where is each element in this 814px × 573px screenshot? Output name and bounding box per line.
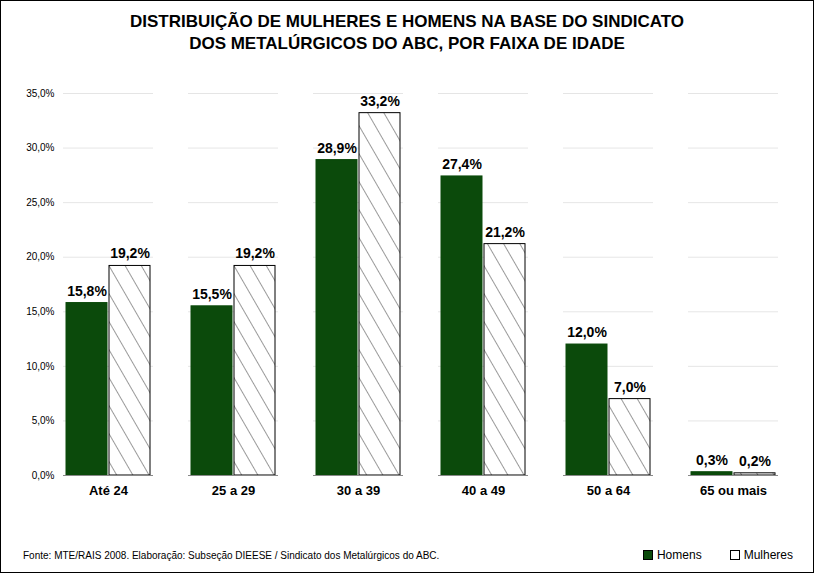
- svg-text:19,2%: 19,2%: [110, 245, 150, 261]
- svg-text:12,0%: 12,0%: [567, 324, 607, 340]
- svg-text:0,2%: 0,2%: [739, 453, 771, 469]
- svg-text:50 a 64: 50 a 64: [587, 483, 631, 498]
- svg-text:65 ou mais: 65 ou mais: [700, 483, 767, 498]
- svg-text:25 a 29: 25 a 29: [212, 483, 255, 498]
- html-text:Homens: Homens: [657, 548, 702, 562]
- svg-text:25,0%: 25,0%: [26, 197, 54, 208]
- svg-text:15,0%: 15,0%: [26, 306, 54, 317]
- html-text:DISTRIBUIÇÃO DE MULHERES E HOM: DISTRIBUIÇÃO DE MULHERES E HOMENS NA BAS…: [129, 12, 685, 53]
- svg-text:0,0%: 0,0%: [32, 470, 55, 481]
- html-text:Mulheres: Mulheres: [743, 548, 793, 562]
- html-text:Fonte: MTE/RAIS 2008. Elaboraç: Fonte: MTE/RAIS 2008. Elaboração: Subseç…: [23, 549, 440, 561]
- svg-text:15,5%: 15,5%: [192, 286, 232, 302]
- svg-text:30 a 39: 30 a 39: [337, 483, 380, 498]
- svg-text:7,0%: 7,0%: [614, 379, 646, 395]
- svg-text:30,0%: 30,0%: [26, 142, 54, 153]
- svg-text:10,0%: 10,0%: [26, 361, 54, 372]
- svg-text:19,2%: 19,2%: [235, 245, 275, 261]
- svg-text:0,3%: 0,3%: [696, 452, 728, 468]
- svg-text:5,0%: 5,0%: [32, 415, 55, 426]
- svg-text:40 a 49: 40 a 49: [462, 483, 505, 498]
- svg-text:Até 24: Até 24: [89, 483, 129, 498]
- svg-text:21,2%: 21,2%: [485, 224, 525, 240]
- svg-text:27,4%: 27,4%: [442, 156, 482, 172]
- svg-text:35,0%: 35,0%: [26, 88, 54, 99]
- svg-text:15,8%: 15,8%: [67, 283, 107, 299]
- svg-text:33,2%: 33,2%: [360, 93, 400, 109]
- svg-text:28,9%: 28,9%: [317, 140, 357, 156]
- svg-text:20,0%: 20,0%: [26, 251, 54, 262]
